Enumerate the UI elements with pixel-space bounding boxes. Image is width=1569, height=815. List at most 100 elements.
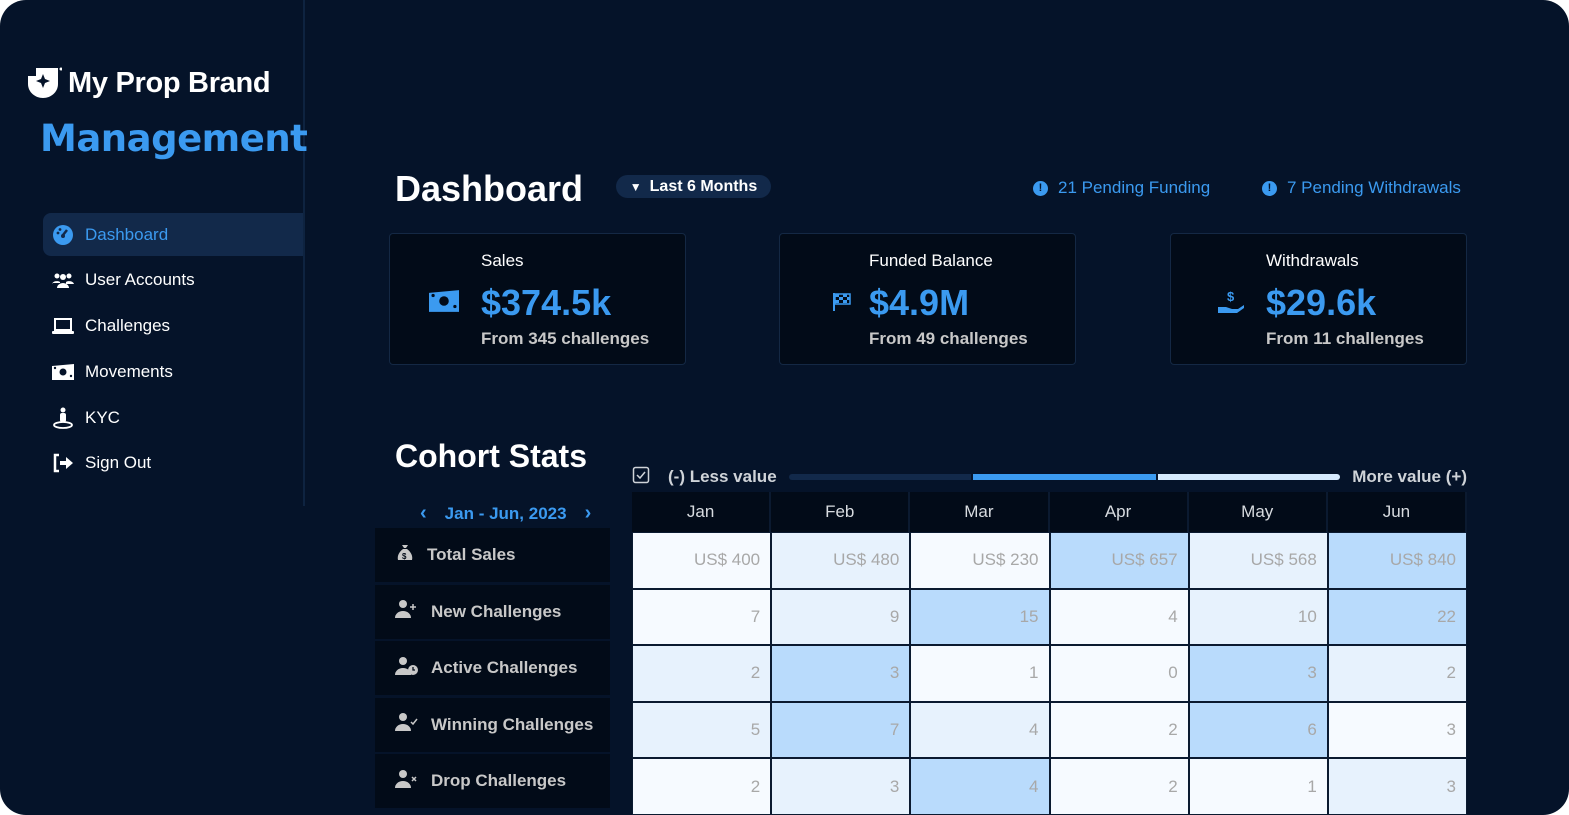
table-cell: US$ 230 <box>910 532 1050 589</box>
svg-text:$: $ <box>1227 289 1235 304</box>
date-range-label: Jan - Jun, 2023 <box>444 503 567 523</box>
table-cell: US$ 657 <box>1049 532 1189 589</box>
row-label-text: Total Sales <box>427 545 516 564</box>
card-value: $4.9M <box>869 282 970 323</box>
brand-subtitle: Management <box>40 117 308 160</box>
table-cell: 3 <box>1188 645 1328 702</box>
sidebar-item-kyc[interactable]: KYC <box>43 396 303 439</box>
legend-high-segment <box>1155 474 1341 480</box>
brand-logo: My Prop Brand <box>26 66 271 100</box>
sidebar-item-label: Sign Out <box>85 452 152 472</box>
column-header-feb: Feb <box>771 492 911 532</box>
row-label: New Challenges <box>375 584 610 639</box>
value-legend: (-) Less value More value (+) <box>632 466 1467 488</box>
hand-dollar-icon: $ <box>1216 289 1246 320</box>
sidebar-item-label: User Accounts <box>85 269 195 289</box>
page-title: Dashboard <box>395 168 584 209</box>
caret-down-icon: ▼ <box>629 179 642 194</box>
table-cell: 4 <box>910 701 1050 759</box>
gauge-icon <box>51 223 75 247</box>
row-label: $ Total Sales <box>375 528 610 582</box>
row-label-text: Winning Challenges <box>431 714 594 734</box>
table-cell: 2 <box>1049 701 1189 759</box>
money-bill-icon <box>429 290 459 317</box>
table-cell: US$ 400 <box>632 532 772 589</box>
card-label: Funded Balance <box>869 251 993 270</box>
sidebar-item-label: Movements <box>85 361 173 381</box>
withdrawals-card: Withdrawals $ $29.6k From 11 challenges <box>1170 233 1467 365</box>
table-cell: 9 <box>771 588 911 646</box>
table-cell: 0 <box>1049 645 1189 702</box>
table-cell: 7 <box>771 701 911 759</box>
sidebar-item-label: KYC <box>85 407 120 427</box>
period-dropdown[interactable]: ▼ Last 6 Months <box>616 175 771 198</box>
sign-out-icon <box>51 451 75 475</box>
sidebar-item-sign-out[interactable]: Sign Out <box>43 441 303 484</box>
table-cell: 3 <box>771 645 911 702</box>
table-cell: 2 <box>1327 645 1467 702</box>
pending-withdrawals-link[interactable]: ! 7 Pending Withdrawals <box>1262 178 1461 198</box>
column-header-mar: Mar <box>910 492 1050 532</box>
alert-icon: ! <box>1033 180 1048 196</box>
table-cell: 3 <box>1327 758 1467 815</box>
card-subtext: From 345 challenges <box>481 329 650 348</box>
user-plus-icon <box>395 599 419 624</box>
row-label: Winning Challenges <box>375 697 610 752</box>
money-bill-icon <box>51 360 75 384</box>
table-cell: 2 <box>632 758 772 815</box>
column-header-apr: Apr <box>1049 492 1189 532</box>
shield-logo-icon <box>28 67 62 98</box>
table-cell: 3 <box>1327 701 1467 759</box>
sidebar-item-label: Challenges <box>85 315 171 335</box>
card-value: $374.5k <box>481 282 612 323</box>
period-label: Last 6 Months <box>649 177 758 195</box>
user-xmark-icon <box>395 769 419 794</box>
checkbox-icon[interactable] <box>632 466 650 489</box>
legend-low-segment <box>788 474 972 480</box>
table-cell: 3 <box>771 758 911 815</box>
table-cell: 7 <box>632 588 772 646</box>
cohort-table: Jan Feb Mar Apr May Jun US$ 400 US$ 480 US$ 230 U… <box>632 492 1467 815</box>
person-pin-icon <box>51 406 75 430</box>
table-cell: 4 <box>1049 588 1189 646</box>
row-label: Active Challenges <box>375 641 610 696</box>
card-subtext: From 49 challenges <box>869 329 1028 348</box>
pending-withdrawals-label: 7 Pending Withdrawals <box>1287 178 1461 197</box>
pending-funding-link[interactable]: ! 21 Pending Funding <box>1033 178 1210 198</box>
laptop-icon <box>51 314 75 338</box>
table-cell: US$ 840 <box>1327 532 1467 589</box>
row-label-text: Active Challenges <box>431 658 578 678</box>
user-clock-icon <box>395 656 419 681</box>
sidebar-divider <box>303 0 305 506</box>
alert-icon: ! <box>1262 180 1277 196</box>
table-cell: US$ 480 <box>771 532 911 589</box>
money-bag-icon: $ <box>395 543 415 568</box>
legend-less-label: (-) Less value <box>668 467 777 486</box>
brand-name: My Prop Brand <box>68 66 271 99</box>
user-check-icon <box>395 712 419 737</box>
card-label: Withdrawals <box>1266 251 1359 270</box>
column-header-may: May <box>1188 492 1328 532</box>
sidebar-item-user-accounts[interactable]: User Accounts <box>43 258 303 301</box>
chevron-right-icon[interactable]: › <box>584 502 592 524</box>
table-cell: US$ 568 <box>1188 532 1328 589</box>
sidebar-item-movements[interactable]: Movements <box>43 350 303 393</box>
table-cell: 10 <box>1188 588 1328 646</box>
legend-gradient-bar <box>788 474 1341 480</box>
table-cell: 6 <box>1188 701 1328 759</box>
svg-text:$: $ <box>402 552 407 561</box>
sidebar-item-dashboard[interactable]: Dashboard <box>43 213 303 256</box>
row-label-text: Drop Challenges <box>431 771 567 791</box>
table-cell: 4 <box>910 758 1050 815</box>
legend-mid-segment <box>971 474 1156 480</box>
cohort-title: Cohort Stats <box>395 438 587 474</box>
sidebar-item-challenges[interactable]: Challenges <box>43 304 303 347</box>
checkered-flag-icon <box>832 292 852 317</box>
row-label-text: New Challenges <box>431 601 562 621</box>
column-header-jun: Jun <box>1327 492 1467 532</box>
funded-balance-card: Funded Balance $4.9M From 49 challenges <box>779 233 1076 365</box>
chevron-left-icon[interactable]: ‹ <box>420 502 427 524</box>
table-cell: 1 <box>1188 758 1328 815</box>
users-icon <box>51 268 75 292</box>
